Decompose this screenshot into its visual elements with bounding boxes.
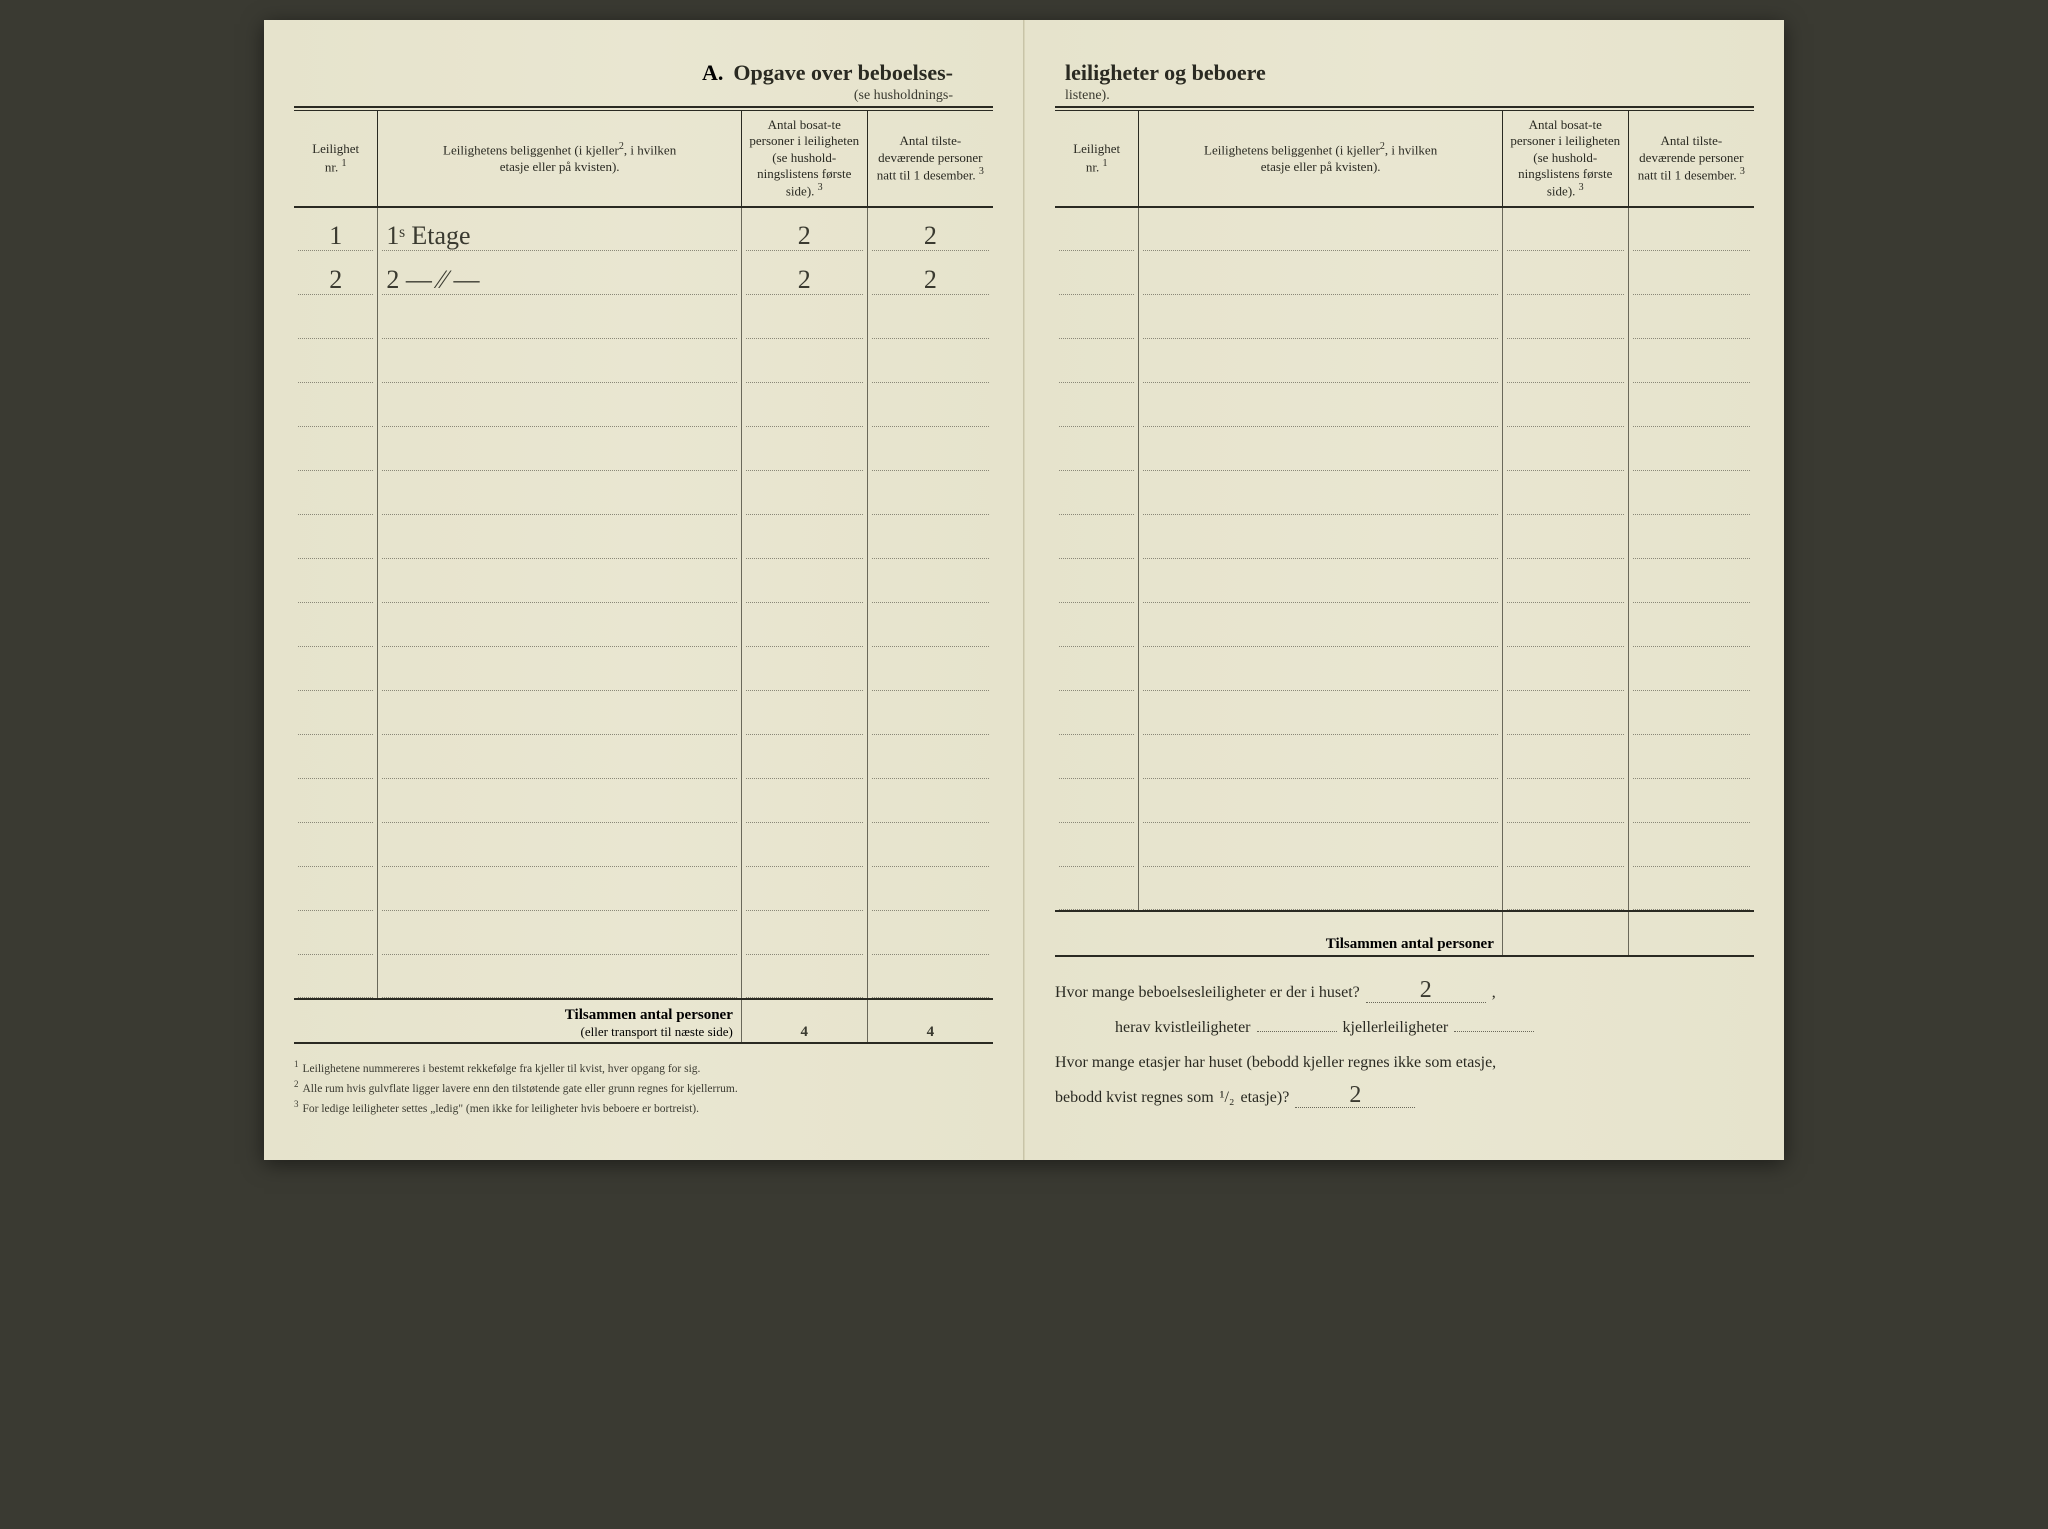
question-2: herav kvistleiligheter kjellerleilighete… xyxy=(1055,1010,1754,1045)
left-page: A. Opgave over beboelses- (se husholdnin… xyxy=(264,20,1024,1160)
table-row-blank xyxy=(1055,559,1754,603)
footnote: 2Alle rum hvis gulvflate ligger lavere e… xyxy=(294,1078,993,1098)
subtitle-left: (se husholdnings- xyxy=(294,88,993,104)
table-row-blank xyxy=(294,559,993,603)
table-body-right xyxy=(1055,207,1754,911)
footer-row-right: Tilsammen antal personer xyxy=(1055,911,1754,955)
right-page: leiligheter og beboere listene). Leiligh… xyxy=(1024,20,1784,1160)
table-row-blank xyxy=(1055,471,1754,515)
footer-bosatte: 4 xyxy=(741,999,867,1043)
cell-bosatte: 2 xyxy=(741,207,867,251)
title-prefix: A. xyxy=(702,60,723,86)
table-row-blank xyxy=(294,911,993,955)
title-left: A. Opgave over beboelses- xyxy=(294,60,993,86)
footer-label: Tilsammen antal personer (eller transpor… xyxy=(294,999,741,1043)
footer-label-right: Tilsammen antal personer xyxy=(1055,911,1502,955)
col-header-tilstede: Antal tilste-deværende personer natt til… xyxy=(1628,111,1754,207)
table-row: 11ˢ Etage22 xyxy=(294,207,993,251)
table-row-blank xyxy=(294,339,993,383)
table-row-blank xyxy=(294,603,993,647)
table-row-blank xyxy=(1055,779,1754,823)
title-main-left: Opgave over beboelses- xyxy=(733,60,953,86)
table-row-blank xyxy=(1055,427,1754,471)
cell-nr: 1 xyxy=(294,207,378,251)
table-body-left: 11ˢ Etage2222 — ⁄⁄ —22 xyxy=(294,207,993,999)
cell-location: 2 — ⁄⁄ — xyxy=(378,251,741,295)
answer-q3: 2 xyxy=(1295,1083,1415,1108)
table-row-blank xyxy=(294,383,993,427)
document-spread: A. Opgave over beboelses- (se husholdnin… xyxy=(264,20,1784,1160)
census-table-right: Leilighet nr. 1 Leilighetens beliggenhet… xyxy=(1055,111,1754,955)
table-row-blank xyxy=(294,779,993,823)
cell-tilstede: 2 xyxy=(867,251,993,295)
questions-block: Hvor mange beboelsesleiligheter er der i… xyxy=(1055,975,1754,1116)
table-row-blank xyxy=(294,471,993,515)
subtitle-right: listene). xyxy=(1055,88,1754,104)
table-row-blank xyxy=(294,515,993,559)
table-row-blank xyxy=(294,427,993,471)
cell-tilstede: 2 xyxy=(867,207,993,251)
question-3b: bebodd kvist regnes som ¹/₂ etasje)? 2 xyxy=(1055,1080,1754,1115)
table-row-blank xyxy=(1055,339,1754,383)
table-row-blank xyxy=(1055,823,1754,867)
col-header-nr: Leilighet nr. 1 xyxy=(1055,111,1139,207)
cell-nr: 2 xyxy=(294,251,378,295)
col-header-bosatte: Antal bosat-te personer i leiligheten (s… xyxy=(1502,111,1628,207)
footer-row-left: Tilsammen antal personer (eller transpor… xyxy=(294,999,993,1043)
footnote: 1Leilighetene nummereres i bestemt rekke… xyxy=(294,1058,993,1078)
table-row-blank xyxy=(294,867,993,911)
table-row-blank xyxy=(1055,515,1754,559)
question-1: Hvor mange beboelsesleiligheter er der i… xyxy=(1055,975,1754,1010)
question-3a: Hvor mange etasjer har huset (bebodd kje… xyxy=(1055,1045,1754,1080)
table-row-blank xyxy=(294,691,993,735)
answer-kvist xyxy=(1257,1031,1337,1032)
title-main-right: leiligheter og beboere xyxy=(1065,60,1266,86)
cell-location: 1ˢ Etage xyxy=(378,207,741,251)
col-header-location: Leilighetens beliggenhet (i kjeller2, i … xyxy=(1139,111,1502,207)
table-row-blank xyxy=(1055,383,1754,427)
table-row-blank xyxy=(294,647,993,691)
table-row-blank xyxy=(294,735,993,779)
table-row-blank xyxy=(1055,251,1754,295)
table-row-blank xyxy=(1055,295,1754,339)
table-row-blank xyxy=(1055,603,1754,647)
table-row-blank xyxy=(1055,867,1754,911)
col-header-bosatte: Antal bosat-te personer i leiligheten (s… xyxy=(741,111,867,207)
table-row-blank xyxy=(1055,735,1754,779)
answer-q1: 2 xyxy=(1366,978,1486,1003)
table-row: 22 — ⁄⁄ —22 xyxy=(294,251,993,295)
col-header-nr: Leilighet nr. 1 xyxy=(294,111,378,207)
cell-bosatte: 2 xyxy=(741,251,867,295)
col-header-tilstede: Antal tilste-deværende personer natt til… xyxy=(867,111,993,207)
table-row-blank xyxy=(1055,691,1754,735)
answer-kjeller xyxy=(1454,1031,1534,1032)
footnotes: 1Leilighetene nummereres i bestemt rekke… xyxy=(294,1058,993,1118)
footer-tilstede: 4 xyxy=(867,999,993,1043)
table-row-blank xyxy=(294,295,993,339)
title-right: leiligheter og beboere xyxy=(1055,60,1754,86)
table-row-blank xyxy=(1055,647,1754,691)
footnote: 3For ledige leiligheter settes „ledig" (… xyxy=(294,1098,993,1118)
table-row-blank xyxy=(1055,207,1754,251)
col-header-location: Leilighetens beliggenhet (i kjeller2, i … xyxy=(378,111,741,207)
census-table-left: Leilighet nr. 1 Leilighetens beliggenhet… xyxy=(294,111,993,1044)
table-row-blank xyxy=(294,823,993,867)
table-row-blank xyxy=(294,955,993,999)
